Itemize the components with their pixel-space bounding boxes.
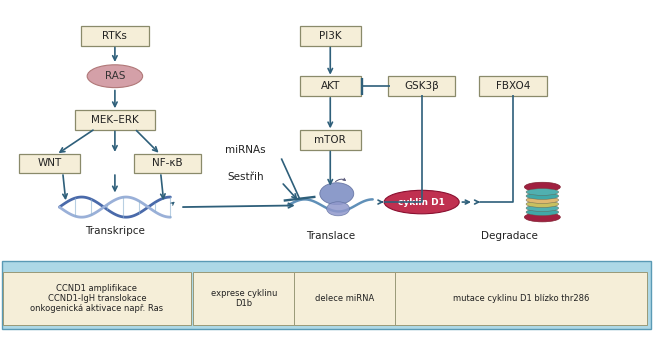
FancyBboxPatch shape (479, 76, 547, 96)
FancyBboxPatch shape (395, 272, 647, 325)
Ellipse shape (526, 193, 559, 200)
Text: Sestřih: Sestřih (227, 172, 264, 182)
Text: NF-κB: NF-κB (152, 158, 182, 168)
Text: AKT: AKT (320, 81, 340, 91)
Ellipse shape (526, 209, 559, 215)
Text: RAS: RAS (105, 71, 125, 81)
Ellipse shape (320, 183, 354, 205)
Text: miRNAs: miRNAs (225, 145, 266, 155)
Text: FBXO4: FBXO4 (496, 81, 530, 91)
FancyBboxPatch shape (3, 272, 190, 325)
FancyBboxPatch shape (81, 26, 148, 46)
Text: CCND1 amplifikace
CCND1-IgH translokace
onkogenická aktivace např. Ras: CCND1 amplifikace CCND1-IgH translokace … (30, 284, 164, 313)
Text: RTKs: RTKs (103, 31, 128, 41)
FancyBboxPatch shape (300, 26, 360, 46)
Ellipse shape (384, 190, 459, 214)
Text: delece miRNA: delece miRNA (315, 294, 375, 303)
FancyBboxPatch shape (133, 154, 201, 173)
FancyBboxPatch shape (20, 154, 80, 173)
Ellipse shape (525, 212, 560, 222)
Text: exprese cyklinu
D1b: exprese cyklinu D1b (211, 289, 277, 308)
Ellipse shape (526, 205, 559, 211)
FancyBboxPatch shape (294, 272, 396, 325)
Text: cyklin D1: cyklin D1 (398, 197, 445, 207)
Text: MEK–ERK: MEK–ERK (91, 115, 139, 125)
FancyBboxPatch shape (300, 76, 360, 96)
Text: PI3K: PI3K (319, 31, 341, 41)
FancyBboxPatch shape (388, 76, 455, 96)
Ellipse shape (327, 202, 349, 216)
Text: Degradace: Degradace (481, 231, 538, 241)
Text: GSK3β: GSK3β (404, 81, 439, 91)
Ellipse shape (525, 182, 560, 192)
Text: WNT: WNT (37, 158, 61, 168)
Text: Translace: Translace (305, 231, 355, 241)
Ellipse shape (526, 189, 559, 195)
Ellipse shape (87, 65, 143, 88)
FancyBboxPatch shape (192, 272, 295, 325)
FancyBboxPatch shape (300, 130, 360, 150)
FancyBboxPatch shape (75, 110, 155, 130)
FancyBboxPatch shape (2, 262, 651, 329)
Ellipse shape (526, 201, 559, 208)
Text: mutace cyklinu D1 blízko thr286: mutace cyklinu D1 blízko thr286 (453, 294, 589, 303)
Text: Transkripce: Transkripce (85, 225, 145, 236)
Ellipse shape (526, 197, 559, 204)
Text: mTOR: mTOR (315, 135, 346, 145)
